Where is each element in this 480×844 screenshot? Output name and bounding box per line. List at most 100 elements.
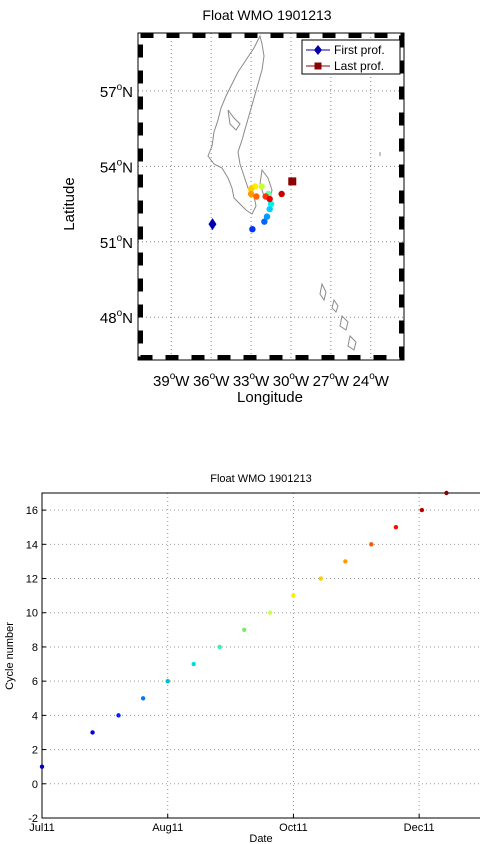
degree-sign: o — [117, 308, 123, 319]
lon-deg: 24 — [353, 373, 370, 390]
lon-hemi: W — [215, 373, 230, 390]
profile-point — [263, 213, 271, 220]
cycle-y-tick-label: 4 — [32, 710, 38, 722]
lat-hemi: N — [122, 310, 133, 327]
cycle-point — [90, 730, 95, 735]
degree-sign: o — [210, 371, 216, 382]
map-grid — [138, 33, 404, 360]
map-y-tick-label: 54oN — [100, 157, 133, 176]
cycle-chart: Float WMO 1901213 -2 0 2 4 6 8 10 12 14 16 Jul11 A… — [4, 473, 480, 844]
map-x-tick-label: 39oW — [153, 371, 190, 390]
profile-point — [247, 190, 255, 198]
lat-deg: 48 — [100, 310, 117, 327]
lon-hemi: W — [375, 373, 390, 390]
cycle-x-tick-label: Aug11 — [152, 822, 183, 834]
lat-deg: 51 — [100, 235, 117, 252]
profile-point — [247, 185, 255, 193]
lon-hemi: W — [255, 373, 270, 390]
cycle-x-tick-label: Dec11 — [404, 822, 435, 834]
degree-sign: o — [289, 371, 295, 382]
map-profiles — [208, 177, 297, 233]
coastline-segment — [331, 298, 339, 313]
cycle-point — [369, 542, 374, 547]
profile-point — [249, 226, 256, 233]
lon-hemi: W — [175, 373, 190, 390]
degree-sign: o — [329, 371, 335, 382]
coastline-segment — [227, 109, 241, 131]
map-legend: First prof. Last prof. — [301, 39, 401, 75]
lon-hemi: W — [295, 373, 310, 390]
cycle-title: Float WMO 1901213 — [210, 473, 312, 485]
cycle-grid — [42, 493, 480, 818]
profile-point — [278, 190, 285, 198]
cycle-point — [419, 507, 425, 513]
lon-deg: 36 — [193, 373, 210, 390]
map-x-tick-label: 33oW — [233, 371, 270, 390]
profile-point — [267, 200, 275, 208]
cycle-axes-frame — [41, 492, 480, 819]
cycle-y-tick-label: 12 — [26, 574, 38, 586]
cycle-y-tick-label: 0 — [32, 779, 38, 791]
cycle-x-tick-label: Oct11 — [279, 822, 308, 834]
coastline-segment — [207, 34, 265, 215]
cycle-y-tick-label: 14 — [26, 539, 38, 551]
cycle-x-tick-label: Jul11 — [29, 822, 54, 834]
profile-point — [261, 218, 268, 225]
degree-sign: o — [117, 233, 123, 244]
map-x-tick-label: 27oW — [313, 371, 350, 390]
map-x-ticks: 39oW 36oW 33oW 30oW 27oW 24oW — [153, 371, 390, 390]
cycle-point — [191, 661, 196, 667]
lon-deg: 33 — [233, 373, 250, 390]
map-border-pattern — [138, 33, 404, 360]
profile-point — [266, 195, 273, 203]
cycle-points — [39, 490, 449, 769]
map-y-tick-label: 57oN — [100, 82, 133, 101]
cycle-y-tick-label: -2 — [28, 813, 38, 825]
coastline-segment — [339, 314, 349, 331]
cycle-point — [343, 559, 348, 564]
lon-deg: 30 — [273, 373, 290, 390]
degree-sign: o — [250, 371, 256, 382]
cycle-y-tick-label: 8 — [32, 642, 38, 654]
lon-deg: 27 — [313, 373, 330, 390]
cycle-y-tick-label: 6 — [32, 676, 38, 688]
coastline-segment — [319, 282, 327, 302]
degree-sign: o — [170, 371, 176, 382]
cycle-point — [318, 576, 323, 581]
cycle-y-label: Cycle number — [4, 622, 16, 690]
lat-hemi: N — [122, 235, 133, 252]
profile-point — [253, 193, 260, 200]
map-y-tick-label: 48oN — [100, 308, 133, 327]
cycle-x-ticks: Jul11 Aug11 Oct11 Dec11 — [29, 814, 435, 834]
map-x-tick-label: 30oW — [273, 371, 310, 390]
map-x-tick-label: 36oW — [193, 371, 230, 390]
cycle-point — [242, 627, 247, 633]
cycle-point — [39, 764, 45, 769]
last-profile-marker — [288, 177, 297, 186]
cycle-point — [140, 696, 146, 701]
map-y-tick-label: 51oN — [100, 233, 133, 252]
degree-sign: o — [369, 371, 375, 382]
cycle-y-tick-label: 2 — [32, 745, 38, 757]
cycle-point — [444, 490, 449, 496]
cycle-point — [291, 593, 296, 598]
lat-hemi: N — [122, 159, 133, 176]
legend-marker-first — [314, 45, 322, 55]
cycle-x-label: Date — [249, 833, 272, 844]
cycle-y-tick-label: 10 — [26, 608, 38, 620]
cycle-point — [116, 713, 121, 718]
map-y-label: Latitude — [61, 177, 78, 230]
profile-point — [258, 183, 265, 190]
lat-deg: 57 — [100, 84, 117, 101]
lat-hemi: N — [122, 84, 133, 101]
lon-deg: 39 — [153, 373, 170, 390]
lon-hemi: W — [335, 373, 350, 390]
legend-label-first: First prof. — [334, 43, 385, 57]
lat-deg: 54 — [100, 159, 117, 176]
legend-marker-last — [314, 62, 322, 70]
cycle-y-tick-label: 16 — [26, 505, 38, 517]
map-x-tick-label: 24oW — [353, 371, 390, 390]
coastline — [207, 34, 381, 351]
